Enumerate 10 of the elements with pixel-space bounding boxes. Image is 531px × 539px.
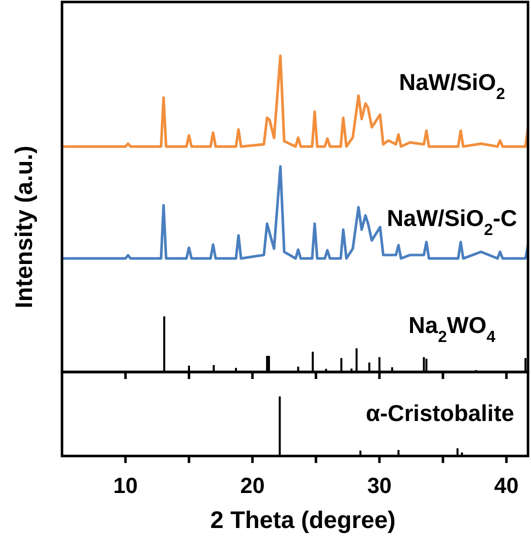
series-label: Na$_{2}$WO$_{4}$ bbox=[408, 312, 496, 346]
series-label: NaW/SiO$_{2}$ bbox=[398, 69, 506, 103]
x-tick-label: 40 bbox=[494, 473, 519, 498]
x-tick-label: 30 bbox=[367, 473, 392, 498]
x-tick-label: 20 bbox=[240, 473, 265, 498]
y-axis-title: Intensity (a.u.) bbox=[11, 146, 38, 308]
x-tick-label: 10 bbox=[113, 473, 138, 498]
series-label: α-Cristobalite bbox=[366, 400, 514, 426]
series-label: NaW/SiO$_{2}$-C bbox=[386, 205, 518, 239]
x-axis-title: 2 Theta (degree) bbox=[210, 507, 396, 534]
